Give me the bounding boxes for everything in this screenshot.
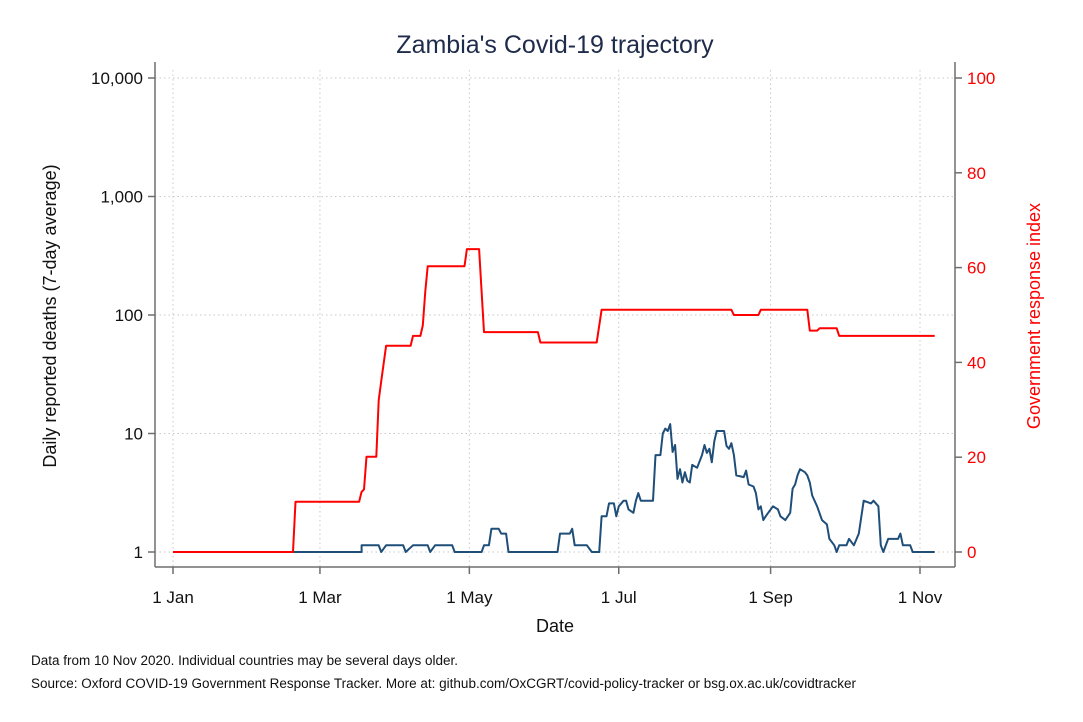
series-lines (173, 248, 935, 553)
x-tick-label: 1 Jul (601, 588, 637, 607)
chart-title: Zambia's Covid-19 trajectory (396, 31, 714, 59)
response-index-line (173, 248, 935, 553)
gridlines (155, 70, 955, 567)
y-axis-label: Daily reported deaths (7-day average) (40, 164, 60, 467)
x-tick-label: 1 Mar (298, 588, 342, 607)
x-tick-label: 1 Nov (898, 588, 943, 607)
y-tick-label: 10 (124, 425, 143, 444)
x-tick-label: 1 Jan (152, 588, 194, 607)
axes: 1 10 100 1,000 10,000 1 Jan 1 Mar 1 May 1 Jul 1 S… (91, 62, 995, 607)
y2-tick-label: 40 (967, 353, 986, 372)
deaths-line (173, 423, 935, 553)
y2-tick-label: 80 (967, 164, 986, 183)
y2-tick-label: 20 (967, 448, 986, 467)
y2-tick-label: 0 (967, 543, 976, 562)
data-date-note: Data from 10 Nov 2020. Individual countr… (31, 653, 458, 668)
y2-axis-label: Government response index (1024, 203, 1044, 429)
y2-tick-label: 60 (967, 259, 986, 278)
y-tick-label: 10,000 (91, 69, 143, 88)
y-tick-label: 1,000 (100, 188, 143, 207)
y-tick-label: 100 (115, 306, 143, 325)
x-tick-label: 1 Sep (748, 588, 792, 607)
x-axis-label: Date (536, 616, 574, 636)
y2-tick-label: 100 (967, 69, 995, 88)
y-tick-label: 1 (134, 543, 143, 562)
source-note: Source: Oxford COVID-19 Government Respo… (31, 676, 857, 691)
x-tick-label: 1 May (446, 588, 493, 607)
